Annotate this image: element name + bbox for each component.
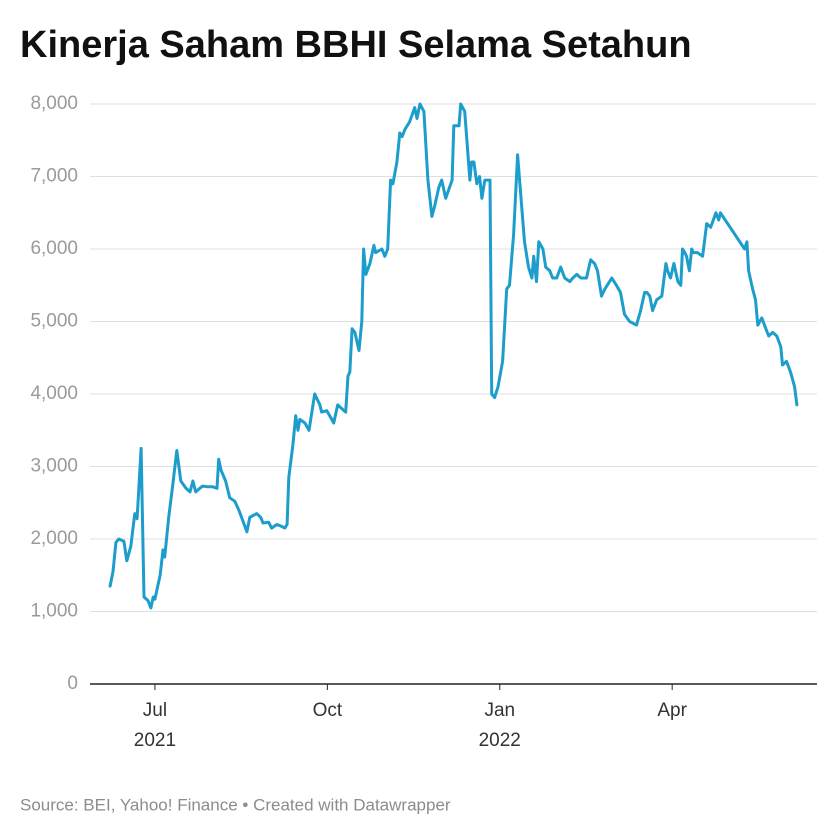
y-tick-label: 6,000 bbox=[30, 238, 78, 259]
x-tick-label: Apr bbox=[657, 700, 687, 721]
x-tick-year: 2021 bbox=[134, 730, 176, 751]
chart-title: Kinerja Saham BBHI Selama Setahun bbox=[20, 24, 692, 66]
y-tick-label: 2,000 bbox=[30, 528, 78, 549]
y-tick-label: 0 bbox=[67, 673, 78, 694]
source-note: Source: BEI, Yahoo! Finance • Created wi… bbox=[20, 795, 451, 814]
price-line bbox=[108, 102, 799, 610]
y-tick-label: 8,000 bbox=[30, 93, 78, 114]
x-tick-label: Jul bbox=[143, 700, 167, 721]
y-tick-label: 7,000 bbox=[30, 166, 78, 187]
y-tick-label: 3,000 bbox=[30, 456, 78, 477]
x-tick-year: 2022 bbox=[479, 730, 521, 751]
x-tick-label: Jan bbox=[484, 700, 515, 721]
y-tick-label: 4,000 bbox=[30, 383, 78, 404]
y-tick-label: 1,000 bbox=[30, 601, 78, 622]
y-tick-label: 5,000 bbox=[30, 311, 78, 332]
x-tick-label: Oct bbox=[313, 700, 343, 721]
